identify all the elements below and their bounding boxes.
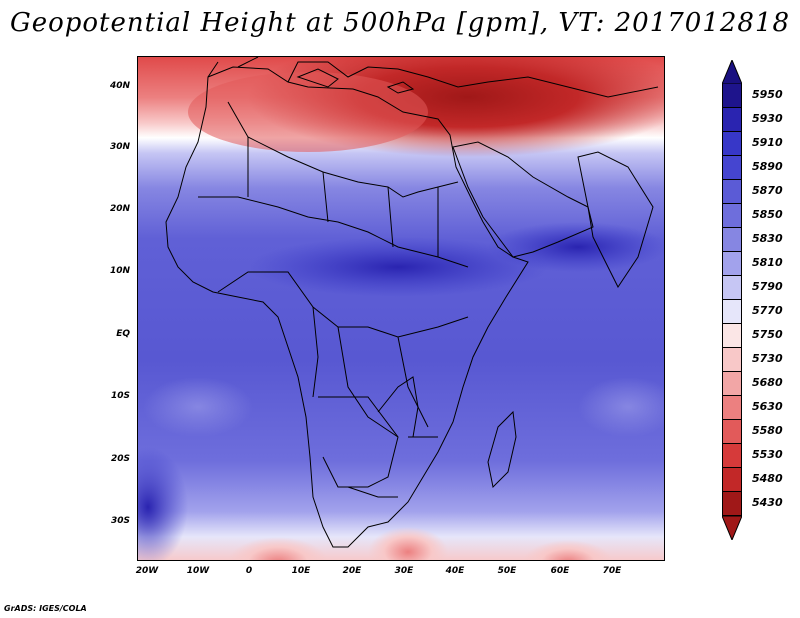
high-band-sahel	[248, 237, 548, 297]
legend-swatch	[722, 204, 742, 228]
lon-label-30e: 30E	[394, 566, 414, 576]
lat-label-10s: 10S	[110, 391, 130, 401]
lat-label-20n: 20N	[109, 204, 130, 214]
lat-label-10n: 10N	[109, 266, 130, 276]
south-ridge-3	[523, 540, 613, 560]
legend-label: 5930	[752, 112, 783, 125]
high-band-arabia	[488, 222, 664, 272]
legend-swatch	[722, 132, 742, 156]
geopotential-map	[138, 57, 664, 560]
south-ridge-2	[228, 537, 328, 560]
legend-swatch	[722, 348, 742, 372]
legend-swatch	[722, 180, 742, 204]
legend-label: 5870	[752, 184, 783, 197]
legend-label: 5770	[752, 304, 783, 317]
high-southwest	[138, 447, 188, 560]
map-panel[interactable]	[137, 56, 665, 561]
legend-label: 5580	[752, 424, 783, 437]
legend-swatch	[722, 396, 742, 420]
legend-bottom-arrow	[722, 516, 742, 540]
legend-swatch	[722, 372, 742, 396]
legend-swatch	[722, 156, 742, 180]
legend-top-arrow	[722, 60, 742, 84]
legend-swatch	[722, 84, 742, 108]
legend-swatch	[722, 108, 742, 132]
legend-label: 5910	[752, 136, 783, 149]
indian-ocean-lighter	[578, 377, 664, 437]
lon-label-70e: 70E	[602, 566, 622, 576]
lat-label-20s: 20S	[110, 454, 130, 464]
legend-swatch	[722, 444, 742, 468]
legend-label: 5790	[752, 280, 783, 293]
legend-label: 5830	[752, 232, 783, 245]
lon-label-0: 0	[245, 566, 253, 576]
lat-label-30n: 30N	[109, 142, 130, 152]
legend-swatch	[722, 300, 742, 324]
lat-label-30s: 30S	[110, 516, 130, 526]
legend-label: 5630	[752, 400, 783, 413]
page-title: Geopotential Height at 500hPa [gpm], VT:…	[9, 8, 791, 38]
legend-label: 5750	[752, 328, 783, 341]
lat-label-40n: 40N	[109, 81, 130, 91]
legend-swatch	[722, 492, 742, 516]
legend-swatch	[722, 228, 742, 252]
legend-label: 5890	[752, 160, 783, 173]
lon-label-20e: 20E	[342, 566, 362, 576]
lat-label-eq: EQ	[116, 329, 130, 339]
trough-west	[188, 72, 428, 152]
legend-label: 5730	[752, 352, 783, 365]
lon-label-50e: 50E	[497, 566, 517, 576]
lon-label-10e: 10E	[291, 566, 311, 576]
legend-swatch	[722, 252, 742, 276]
legend-swatch	[722, 276, 742, 300]
lon-label-20w: 20W	[135, 566, 159, 576]
legend-label: 5810	[752, 256, 783, 269]
coastlines	[165, 57, 659, 548]
legend-swatch	[722, 420, 742, 444]
legend-label: 5950	[752, 88, 783, 101]
legend-label: 5430	[752, 496, 783, 509]
legend-label: 5850	[752, 208, 783, 221]
south-ridge-1	[368, 527, 448, 560]
legend-label: 5680	[752, 376, 783, 389]
grads-credit: GrADS: IGES/COLA	[4, 604, 87, 613]
lon-label-60e: 60E	[550, 566, 570, 576]
lon-label-40e: 40E	[445, 566, 465, 576]
legend-swatch	[722, 468, 742, 492]
lon-label-10w: 10W	[186, 566, 210, 576]
atlantic-lighter	[143, 377, 253, 437]
legend-label: 5530	[752, 448, 783, 461]
legend-swatch	[722, 324, 742, 348]
legend-label: 5480	[752, 472, 783, 485]
